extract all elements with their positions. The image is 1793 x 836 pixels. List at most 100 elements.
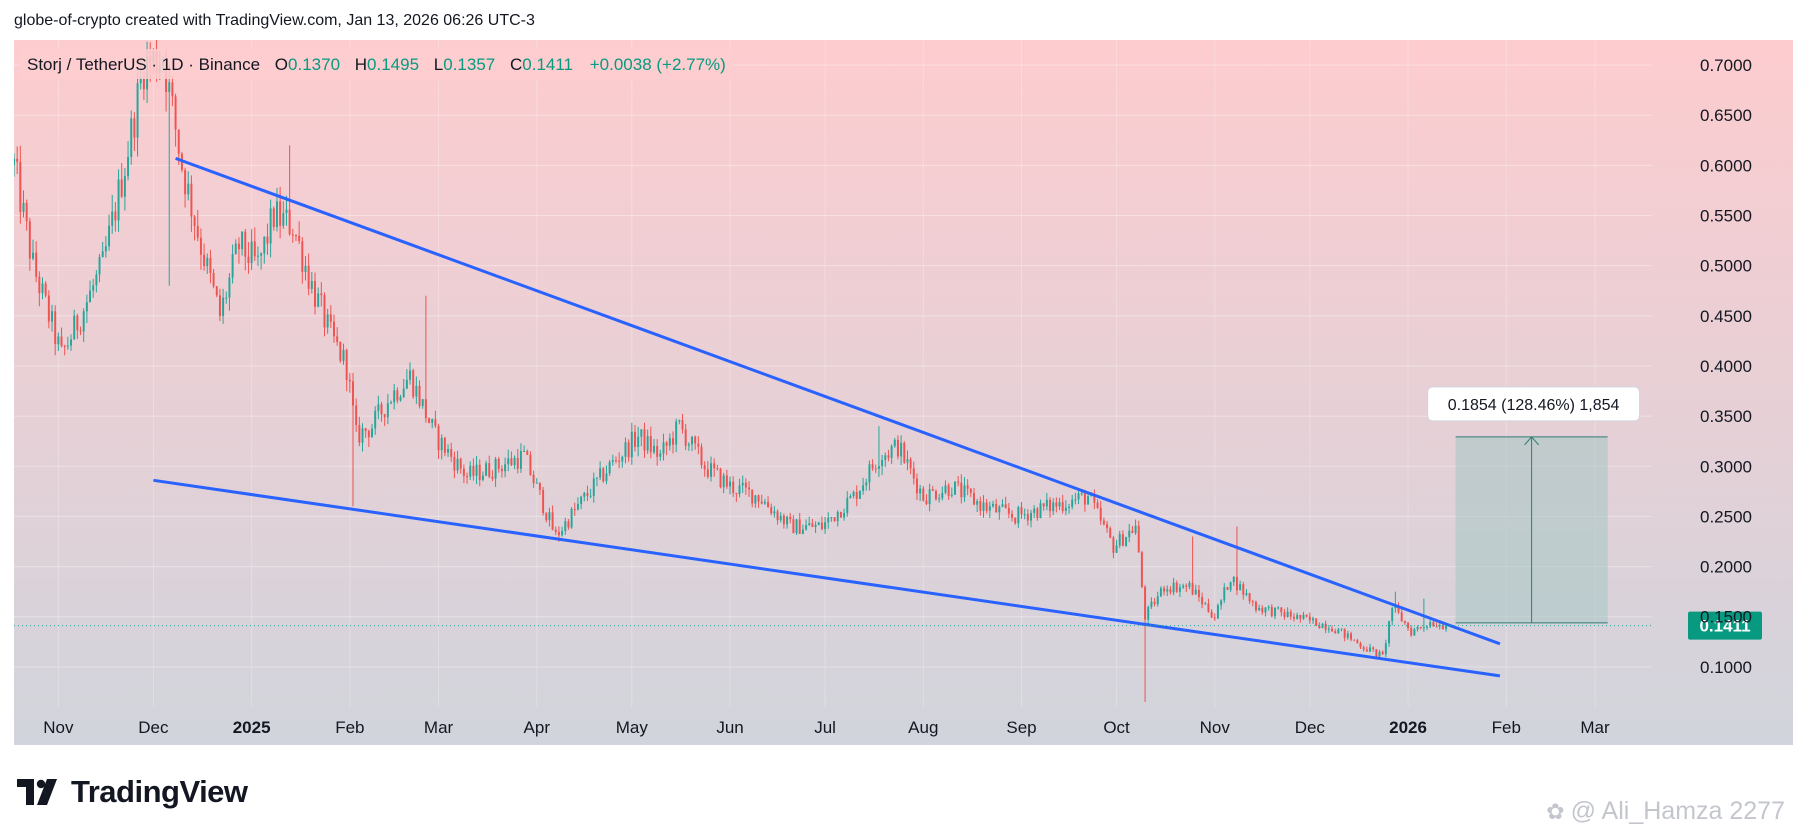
candle-body (963, 485, 966, 498)
candle-body (1254, 601, 1257, 611)
candle-body (1068, 506, 1071, 508)
candle-body (1023, 514, 1026, 516)
price-tick-label: 0.1000 (1700, 658, 1752, 677)
candle-body (139, 77, 142, 84)
candle-body (250, 241, 253, 263)
candle-body (1435, 626, 1438, 628)
time-tick-label: Feb (335, 718, 364, 737)
candle-body (1197, 589, 1200, 598)
candle-body (795, 519, 798, 534)
candle-body (1289, 611, 1292, 617)
candle-body (266, 236, 269, 244)
candle-body (1308, 616, 1311, 621)
candle-body (336, 336, 339, 343)
candle-body (269, 208, 272, 244)
candle-body (1397, 605, 1400, 613)
candle-body (973, 492, 975, 505)
candle-body (1251, 601, 1254, 603)
candle-body (1353, 639, 1356, 641)
candle-body (361, 428, 364, 443)
candle-body (364, 428, 367, 432)
candle-body (770, 507, 773, 514)
candle-body (73, 315, 76, 340)
candle-body (1403, 621, 1406, 623)
candle-body (801, 529, 804, 534)
candle-body (225, 297, 228, 299)
candle-body (117, 179, 120, 221)
candle-body (1182, 585, 1185, 588)
candle-body (1096, 502, 1099, 508)
candle-body (827, 517, 830, 523)
candle-body (1220, 600, 1223, 606)
candle-body (1242, 584, 1245, 595)
candle-body (691, 436, 693, 445)
candle-body (317, 293, 320, 307)
candle-body (656, 445, 659, 457)
time-tick-label: Dec (138, 718, 169, 737)
candle-body (371, 428, 373, 438)
legend-backdrop (20, 49, 733, 79)
candle-body (960, 482, 963, 498)
candle-body (294, 235, 297, 237)
price-axis[interactable]: 0.7000 0.6500 0.6000 0.5500 0.5000 0.4500 0.40… (1700, 56, 1752, 677)
candle-body (513, 457, 516, 466)
candle-body (320, 293, 323, 296)
candle-body (868, 464, 871, 483)
candle-body (1346, 633, 1349, 638)
candle-body (1419, 627, 1422, 629)
tradingview-logo[interactable]: TradingView (17, 774, 248, 809)
candle-body (32, 252, 34, 259)
candle-body (447, 448, 450, 453)
tradingview-logo-icon (17, 779, 61, 805)
candle-body (1261, 607, 1264, 613)
candle-body (1011, 513, 1013, 518)
candle-body (684, 429, 687, 446)
candle-body (637, 436, 640, 448)
candle-body (938, 498, 941, 500)
candle-body (459, 458, 462, 469)
candle-body (1087, 496, 1090, 505)
candle-body (624, 442, 627, 457)
candle-body (877, 466, 880, 469)
legend-open-value: 0.1370 (288, 55, 340, 74)
time-axis[interactable]: Nov Dec 2025 Feb Mar Apr May Jun Jul Aug Sep Oct Nov… (43, 718, 1610, 737)
price-tick-label: 0.3500 (1700, 407, 1752, 426)
candle-body (843, 513, 846, 518)
candle-body (576, 503, 579, 510)
candle-body (415, 385, 418, 397)
candle-body (618, 460, 621, 462)
candle-body (551, 512, 554, 530)
candle-body (260, 253, 263, 256)
candle-body (925, 500, 928, 505)
candle-body (662, 442, 665, 454)
candle-body (504, 464, 507, 472)
candle-body (608, 461, 611, 474)
candle-body (1315, 618, 1318, 626)
candle-body (811, 523, 814, 528)
candle-body (63, 345, 66, 347)
candle-body (611, 460, 614, 462)
candle-body (535, 482, 538, 484)
candle-body (1248, 593, 1251, 602)
candle-body (1131, 530, 1134, 533)
candle-body (1381, 651, 1384, 655)
candle-body (1372, 647, 1375, 650)
candle-body (301, 241, 304, 273)
candle-body (228, 277, 231, 298)
candle-body (380, 404, 383, 415)
price-tick-label: 0.4000 (1700, 357, 1752, 376)
candle-body (142, 77, 145, 90)
candle-body (516, 457, 519, 469)
candle-body (839, 511, 842, 518)
candle-body (1153, 601, 1156, 605)
candle-body (304, 265, 307, 273)
candle-body (1191, 582, 1194, 595)
candle-body (174, 96, 177, 130)
candle-body (564, 521, 567, 532)
time-tick-label: 2025 (233, 718, 271, 737)
candle-body (957, 481, 960, 483)
candle-body (548, 512, 551, 521)
candles (14, 40, 1448, 702)
candle-body (288, 209, 291, 235)
